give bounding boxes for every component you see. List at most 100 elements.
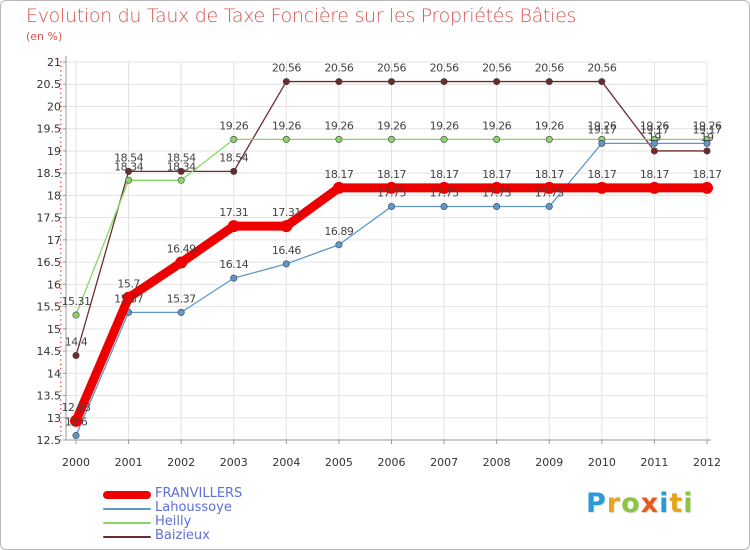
data-point-heilly: [72, 311, 80, 319]
y-minor-tick: [60, 430, 62, 432]
y-minor-tick: [60, 283, 62, 285]
y-minor-tick: [60, 154, 62, 156]
data-point-heilly: [125, 176, 133, 184]
data-label-franvillers: 18.17: [587, 168, 616, 181]
logo-letter: t: [669, 488, 684, 519]
x-tick-label: 2002: [167, 456, 195, 469]
y-minor-tick: [60, 274, 62, 276]
data-point-lahoussoye: [545, 203, 553, 211]
y-minor-tick: [60, 372, 62, 374]
data-point-franvillers: [701, 181, 713, 194]
data-label-lahoussoye: 16.89: [324, 225, 353, 238]
data-point-franvillers: [648, 181, 661, 194]
y-minor-tick: [60, 328, 62, 330]
y-minor-tick: [60, 359, 62, 361]
data-point-franvillers: [543, 181, 556, 194]
y-minor-tick: [60, 332, 62, 334]
y-minor-tick: [60, 128, 62, 130]
data-label-heilly: 18.34: [114, 160, 143, 173]
y-minor-tick: [60, 150, 62, 152]
data-point-baizieux: [125, 167, 133, 175]
data-label-baizieux: 20.56: [587, 62, 616, 75]
y-tick-label: 18: [47, 189, 61, 202]
y-minor-tick: [60, 234, 62, 236]
y-tick-label: 20: [47, 100, 61, 113]
y-minor-tick: [60, 390, 62, 392]
data-label-heilly: 19.26: [587, 119, 616, 132]
data-point-franvillers: [122, 291, 135, 304]
y-minor-tick: [60, 212, 62, 214]
y-tick-label: 14: [47, 367, 61, 380]
y-minor-tick: [60, 257, 62, 259]
y-minor-tick: [60, 114, 62, 116]
legend-label: Heilly: [155, 514, 192, 529]
y-minor-tick: [60, 426, 62, 428]
data-point-baizieux: [177, 167, 185, 175]
x-tick-label: 2000: [62, 456, 90, 469]
data-point-franvillers: [280, 220, 293, 233]
data-point-heilly: [282, 135, 290, 143]
y-minor-tick: [60, 381, 62, 383]
gridlines: [66, 61, 708, 441]
data-label-heilly: 19.26: [324, 119, 353, 132]
data-point-lahoussoye: [387, 203, 395, 211]
y-minor-tick: [60, 408, 62, 410]
data-label-heilly: 19.26: [377, 119, 406, 132]
data-label-baizieux: 20.56: [272, 62, 301, 75]
y-minor-tick: [60, 395, 62, 397]
y-tick-label: 13.5: [37, 390, 62, 403]
data-label-heilly: 19.26: [482, 119, 511, 132]
data-point-heilly: [177, 176, 185, 184]
data-label-franvillers: 18.17: [535, 168, 564, 181]
y-minor-tick: [60, 123, 62, 125]
proxiti-logo: Proxiti: [586, 488, 694, 519]
data-label-franvillers: 18.17: [377, 168, 406, 181]
data-label-baizieux: 14.4: [65, 336, 88, 349]
y-tick-label: 16.5: [37, 256, 62, 269]
y-minor-tick: [60, 203, 62, 205]
x-tick-label: 2012: [693, 456, 721, 469]
y-minor-tick: [60, 243, 62, 245]
x-tick-label: 2010: [588, 456, 616, 469]
y-minor-tick: [60, 145, 62, 147]
y-minor-tick: [60, 337, 62, 339]
y-minor-tick: [60, 292, 62, 294]
data-label-franvillers: 16.49: [167, 243, 196, 256]
y-minor-tick: [60, 350, 62, 352]
logo-letter: o: [621, 488, 641, 519]
data-label-lahoussoye: 15.37: [167, 292, 196, 305]
y-minor-tick: [60, 181, 62, 183]
legend-swatch: [103, 536, 151, 538]
y-minor-tick: [60, 177, 62, 179]
data-label-franvillers: 17.31: [219, 206, 248, 219]
y-minor-tick: [60, 163, 62, 165]
y-tick-label: 13: [47, 412, 61, 425]
y-minor-tick: [60, 399, 62, 401]
data-label-baizieux: 20.56: [482, 62, 511, 75]
y-minor-tick: [60, 363, 62, 365]
data-point-franvillers: [227, 220, 240, 233]
data-point-heilly: [230, 135, 238, 143]
y-minor-tick: [60, 261, 62, 263]
y-minor-tick: [60, 412, 62, 414]
y-minor-tick: [60, 83, 62, 85]
y-minor-tick: [60, 266, 62, 268]
y-tick-label: 17.5: [37, 212, 62, 225]
y-minor-tick: [60, 70, 62, 72]
data-label-heilly: 19.26: [535, 119, 564, 132]
data-point-lahoussoye: [440, 203, 448, 211]
data-label-heilly: 19.26: [272, 119, 301, 132]
y-minor-tick: [60, 386, 62, 388]
data-point-heilly: [545, 135, 553, 143]
data-label-heilly: 19.26: [430, 119, 459, 132]
logo-letter: r: [606, 488, 622, 519]
y-tick-label: 16: [47, 278, 61, 291]
data-label-franvillers: 18.17: [324, 168, 353, 181]
y-minor-tick: [60, 79, 62, 81]
y-minor-tick: [60, 248, 62, 250]
y-minor-tick: [60, 199, 62, 201]
x-tick-label: 2008: [483, 456, 511, 469]
data-label-baizieux: 20.56: [430, 62, 459, 75]
x-tick-label: 2001: [115, 456, 143, 469]
data-point-lahoussoye: [650, 139, 658, 147]
